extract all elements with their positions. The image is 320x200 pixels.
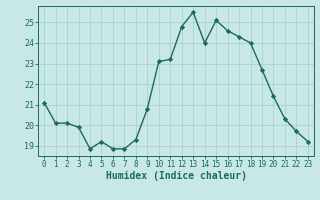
- X-axis label: Humidex (Indice chaleur): Humidex (Indice chaleur): [106, 171, 246, 181]
